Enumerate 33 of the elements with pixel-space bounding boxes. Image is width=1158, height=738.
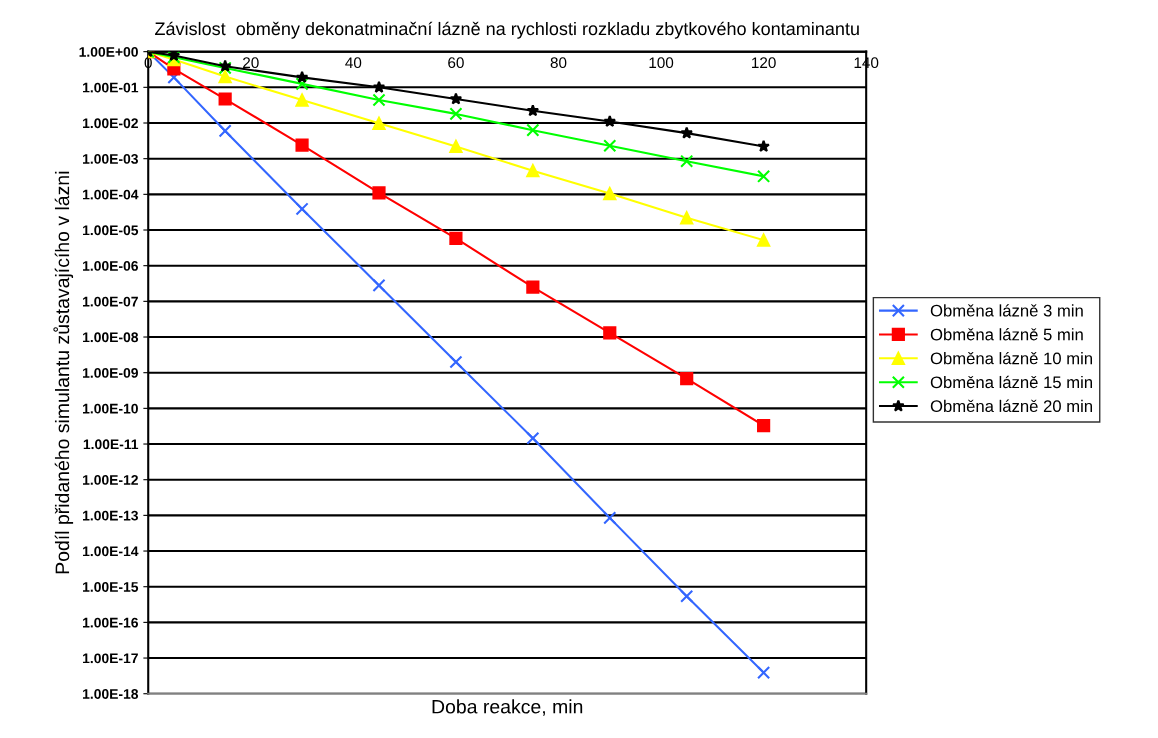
y-tick-label: 1.00E-14	[83, 546, 139, 557]
y-tick-label: 1.00E-01	[83, 82, 139, 93]
legend-label: Obměna lázně 10 min	[930, 351, 1092, 365]
y-tick-label: 1.00E-17	[83, 653, 138, 664]
y-tick-label: 1.00E-18	[83, 689, 139, 699]
y-tick-label: 1.00E-07	[83, 296, 138, 307]
y-tick-label: 1.00E-15	[83, 582, 139, 592]
y-tick-label: 1.00E-12	[83, 475, 138, 485]
y-tick-label: 1.00E-13	[83, 510, 138, 521]
y-axis-title: Podíl přidaného simulantu zůstavajícího v lázni	[53, 171, 74, 574]
x-tick-label: 60	[448, 57, 464, 69]
x-tick-label: 40	[345, 57, 362, 69]
legend-label: Obměna lázně 15 min	[930, 375, 1092, 389]
y-tick-label: 1.00E-04	[83, 189, 139, 200]
y-tick-label: 1.00E-09	[83, 368, 138, 378]
x-tick-label: 100	[649, 57, 674, 69]
x-tick-label: 120	[752, 57, 776, 69]
y-tick-label: 1.00E-16	[83, 617, 138, 628]
x-axis-title: Doba reakce, min	[432, 699, 583, 716]
y-tick-label: 1.00E+00	[79, 46, 138, 57]
y-tick-label: 1.00E-08	[83, 332, 139, 343]
legend-label: Obměna lázně 5 min	[930, 328, 1083, 341]
y-tick-label: 1.00E-05	[83, 225, 139, 236]
x-tick-label: 20	[243, 57, 259, 69]
y-tick-label: 1.00E-11	[83, 439, 139, 450]
legend-label: Obměna lázně 20 min	[930, 399, 1092, 413]
y-tick-label: 1.00E-06	[83, 261, 138, 271]
x-tick-label: 80	[550, 57, 567, 69]
legend-label: Obměna lázně 3 min	[930, 304, 1083, 317]
y-tick-label: 1.00E-03	[83, 154, 138, 164]
y-tick-label: 1.00E-10	[83, 403, 138, 414]
y-tick-label: 1.00E-02	[83, 118, 138, 129]
chart-title: Závislost obměny dekonatminační lázně na rychlosti rozkladu zbytkového kontaminantu	[155, 21, 859, 39]
